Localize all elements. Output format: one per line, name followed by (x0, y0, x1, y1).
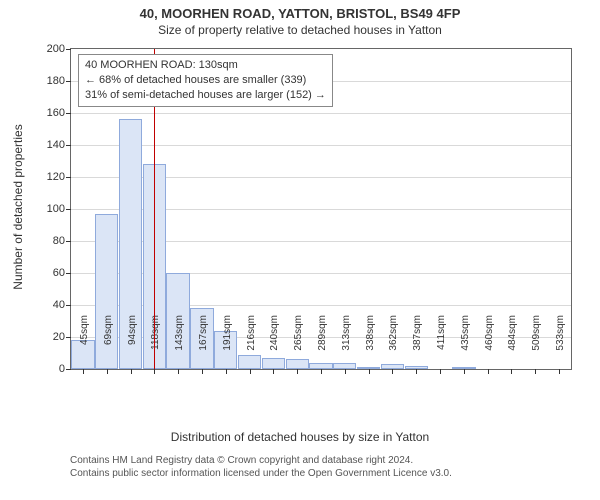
x-tick-label: 45sqm (79, 315, 90, 375)
x-tick-label: 265sqm (293, 315, 304, 375)
annotation-box: 40 MOORHEN ROAD: 130sqm ← 68% of detache… (78, 54, 333, 107)
y-tick-label: 180 (47, 75, 65, 87)
annotation-line-1: 40 MOORHEN ROAD: 130sqm (85, 58, 326, 73)
y-tick (66, 337, 71, 338)
x-tick-label: 460sqm (484, 315, 495, 375)
x-tick-label: 118sqm (150, 315, 161, 375)
footer-line-1: Contains HM Land Registry data © Crown c… (70, 454, 452, 467)
grid-line (71, 113, 571, 114)
x-tick-label: 94sqm (127, 315, 138, 375)
footer-line-2: Contains public sector information licen… (70, 467, 452, 480)
y-tick (66, 305, 71, 306)
y-tick (66, 273, 71, 274)
x-tick-label: 313sqm (341, 315, 352, 375)
y-tick-label: 120 (47, 171, 65, 183)
chart-title: 40, MOORHEN ROAD, YATTON, BRISTOL, BS49 … (0, 0, 600, 21)
chart-container: { "title": "40, MOORHEN ROAD, YATTON, BR… (0, 0, 600, 500)
y-axis-label: Number of detached properties (11, 107, 25, 307)
y-tick (66, 177, 71, 178)
x-tick-label: 338sqm (365, 315, 376, 375)
chart-subtitle: Size of property relative to detached ho… (0, 21, 600, 37)
annotation-line-2: ← 68% of detached houses are smaller (33… (85, 73, 326, 88)
y-tick-label: 0 (59, 363, 65, 375)
x-tick-label: 362sqm (388, 315, 399, 375)
x-tick-label: 289sqm (317, 315, 328, 375)
y-tick-label: 140 (47, 139, 65, 151)
x-tick-label: 533sqm (555, 315, 566, 375)
x-tick-label: 435sqm (460, 315, 471, 375)
x-tick-label: 167sqm (198, 315, 209, 375)
y-tick (66, 209, 71, 210)
y-tick-label: 20 (53, 331, 65, 343)
y-tick-label: 60 (53, 267, 65, 279)
x-tick-label: 216sqm (246, 315, 257, 375)
plot-area: 02040608010012014016018020045sqm69sqm94s… (70, 48, 572, 370)
grid-line (71, 145, 571, 146)
x-tick-label: 387sqm (412, 315, 423, 375)
x-tick-label: 484sqm (507, 315, 518, 375)
y-tick (66, 369, 71, 370)
x-tick-label: 509sqm (531, 315, 542, 375)
annotation-line-3: 31% of semi-detached houses are larger (… (85, 88, 326, 103)
y-tick (66, 241, 71, 242)
footer-attribution: Contains HM Land Registry data © Crown c… (70, 454, 452, 480)
x-tick-label: 240sqm (269, 315, 280, 375)
y-tick (66, 113, 71, 114)
y-tick (66, 145, 71, 146)
x-tick-label: 191sqm (222, 315, 233, 375)
x-axis-label: Distribution of detached houses by size … (0, 430, 600, 444)
y-tick-label: 160 (47, 107, 65, 119)
y-tick (66, 81, 71, 82)
y-tick-label: 40 (53, 299, 65, 311)
y-tick-label: 100 (47, 203, 65, 215)
y-tick-label: 80 (53, 235, 65, 247)
x-tick-label: 69sqm (103, 315, 114, 375)
y-tick (66, 49, 71, 50)
x-tick-label: 143sqm (174, 315, 185, 375)
y-tick-label: 200 (47, 43, 65, 55)
x-tick-label: 411sqm (436, 315, 447, 375)
